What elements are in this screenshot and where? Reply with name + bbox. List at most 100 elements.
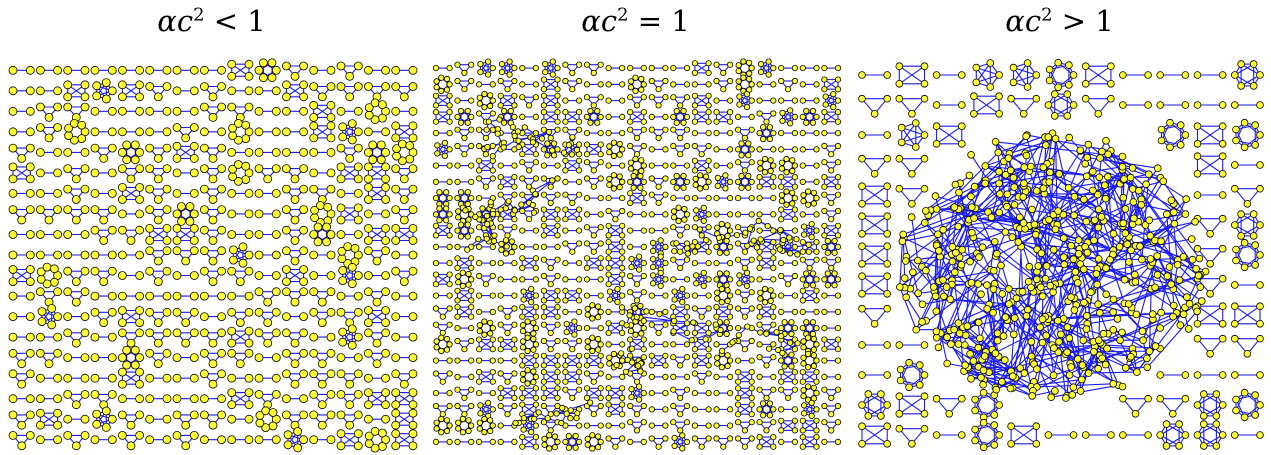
node [454,61,461,68]
node [281,369,291,379]
node [353,230,363,239]
node [632,74,639,81]
node [189,123,199,132]
node [605,394,612,401]
node [391,353,401,363]
node [326,435,336,445]
node [528,299,535,306]
node [217,184,227,194]
node [92,409,102,419]
node [36,408,45,418]
node [477,61,484,68]
node [606,175,613,183]
node [627,126,634,133]
node [107,435,117,445]
node [8,369,18,379]
node [662,175,669,182]
node [489,65,496,72]
node [326,332,336,342]
node [655,134,662,142]
node [540,394,548,401]
node [544,140,551,147]
node [36,188,45,198]
node [657,253,664,260]
node [326,307,336,317]
node [562,337,569,345]
node [605,81,612,88]
node [597,240,604,247]
node [363,162,373,172]
node [554,191,561,198]
node [181,256,191,266]
node [541,435,548,442]
node [519,443,526,450]
node [457,119,465,126]
node [217,246,227,256]
node [408,184,418,194]
node [244,388,254,398]
node [391,121,401,131]
node [511,438,518,445]
node [254,373,264,383]
node [381,271,391,280]
node [432,130,440,137]
node [381,306,391,315]
node [589,315,596,322]
node [107,307,117,317]
node [489,142,496,150]
node [107,168,117,178]
node [217,410,227,420]
node [648,77,655,85]
node [90,307,100,317]
node [446,195,453,202]
node [657,269,664,276]
node [524,367,531,374]
node [589,445,596,452]
node [540,368,548,376]
node [63,328,73,338]
node [630,184,637,191]
node [562,352,569,359]
node [532,227,540,234]
node [481,90,488,98]
node [619,385,626,392]
node [290,379,300,389]
node [227,230,237,239]
node [299,205,309,215]
node [377,442,387,451]
node [497,321,504,328]
node [336,353,346,363]
node [508,238,515,245]
node [217,82,227,91]
node [597,264,604,271]
node [363,182,373,192]
node [241,134,251,143]
node [281,106,291,116]
node [633,281,641,288]
node [228,131,238,140]
node [77,120,87,130]
node [408,420,418,430]
node [524,347,531,355]
node [540,102,548,109]
node [227,266,237,276]
node [487,427,494,435]
node [227,400,237,410]
node [25,369,35,379]
node [145,435,155,445]
node [489,167,496,174]
node [540,243,548,250]
node [299,265,309,274]
node [662,65,669,72]
node [408,236,418,245]
node [436,189,443,196]
node [551,444,558,451]
node [436,205,443,212]
node [655,183,662,190]
node [446,243,453,250]
node [36,435,45,445]
node [562,386,569,393]
node [217,143,227,153]
node [461,134,468,142]
node [432,305,440,312]
